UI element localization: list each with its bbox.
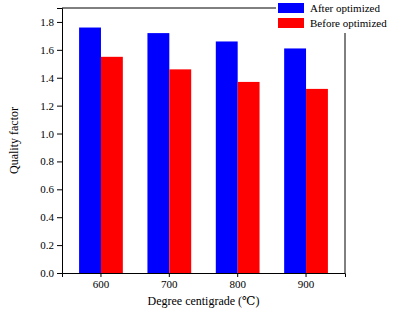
y-axis: 0.0 0.2 0.4 0.6 0.8 1.0 1.2 1.4 1.6 1.8	[40, 9, 62, 280]
y-tick-label: 1.0	[40, 128, 54, 140]
x-tick-mark	[169, 273, 170, 277]
y-tick: 1.4	[40, 72, 62, 84]
bar	[147, 33, 169, 273]
y-tick-label: 0.6	[40, 183, 54, 195]
y-axis-line	[57, 9, 63, 274]
y-tick-mark	[57, 78, 62, 79]
frame-right	[345, 8, 346, 273]
y-tick: 1.2	[40, 100, 62, 112]
y-tick: 1.6	[40, 44, 62, 56]
x-tick-label: 600	[93, 278, 110, 290]
y-tick: 1.0	[40, 128, 62, 140]
x-tick-label: 800	[229, 278, 246, 290]
y-tick: 0.2	[40, 239, 62, 251]
x-axis-line	[63, 274, 346, 278]
y-tick-label: 1.6	[40, 44, 54, 56]
bar	[306, 89, 328, 273]
y-tick-label: 0.2	[40, 239, 54, 251]
x-tick: 700	[161, 273, 178, 290]
y-tick-mark	[57, 106, 62, 107]
y-tick-label: 0.0	[40, 267, 54, 279]
legend-label: Before optimized	[310, 17, 387, 29]
legend-swatch	[278, 3, 304, 13]
x-tick-mark	[100, 273, 101, 277]
y-tick-mark	[57, 22, 62, 23]
bar	[79, 28, 101, 273]
plot: 0.0 0.2 0.4 0.6 0.8 1.0 1.2 1.4 1.6 1.8 600 700 800 9…	[40, 8, 345, 290]
x-tick-label: 700	[161, 278, 178, 290]
legend-label: After optimized	[310, 2, 380, 14]
y-tick-mark	[57, 217, 62, 218]
y-tick: 0.4	[40, 211, 62, 223]
y-tick-label: 1.8	[40, 16, 54, 28]
x-axis-title: Degree centigrade (℃)	[147, 294, 259, 308]
x-axis: 600 700 800 900	[63, 273, 346, 290]
y-axis-title: Quality factor	[7, 107, 21, 174]
y-tick-mark	[57, 161, 62, 162]
y-tick-label: 1.2	[40, 100, 54, 112]
bar	[238, 82, 260, 273]
x-tick: 900	[298, 273, 315, 290]
y-tick: 0.8	[40, 155, 62, 167]
bar	[216, 41, 238, 273]
legend-swatch	[278, 18, 304, 28]
bars	[79, 28, 328, 273]
y-tick-label: 0.8	[40, 155, 54, 167]
y-tick: 0.0	[40, 267, 62, 279]
x-tick-mark	[306, 273, 307, 277]
x-tick-label: 900	[298, 278, 315, 290]
x-tick-mark	[237, 273, 238, 277]
y-tick-mark	[57, 134, 62, 135]
bar	[101, 57, 123, 273]
y-tick-mark	[57, 189, 62, 190]
y-tick-label: 1.4	[40, 72, 54, 84]
y-tick-mark	[57, 273, 62, 274]
legend-background	[276, 1, 398, 33]
x-tick: 600	[93, 273, 110, 290]
y-tick-mark	[57, 50, 62, 51]
y-tick-mark	[57, 245, 62, 246]
y-tick: 1.8	[40, 16, 62, 28]
bar	[284, 48, 306, 273]
chart: 0.0 0.2 0.4 0.6 0.8 1.0 1.2 1.4 1.6 1.8 600 700 800 9…	[0, 0, 401, 311]
y-tick-label: 0.4	[40, 211, 54, 223]
x-tick: 800	[229, 273, 246, 290]
legend: After optimized Before optimized	[276, 1, 398, 33]
bar	[169, 69, 191, 273]
y-tick: 0.6	[40, 183, 62, 195]
